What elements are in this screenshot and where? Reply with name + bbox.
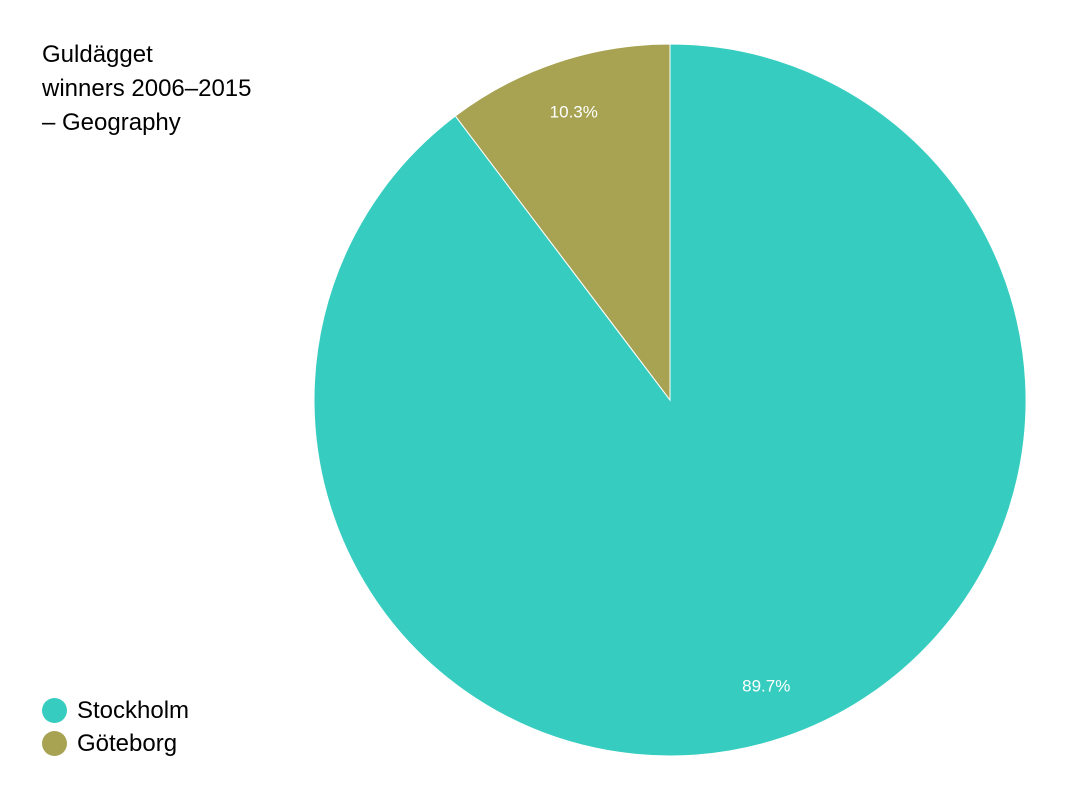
- legend-item-goteborg[interactable]: Göteborg: [42, 727, 189, 760]
- pie-slice-g-teborg[interactable]: [454, 43, 671, 402]
- chart-title: Guldägget winners 2006–2015 – Geography: [42, 38, 302, 140]
- chart-legend: Stockholm Göteborg: [42, 694, 189, 760]
- pie-label-g-teborg: 10.3%: [550, 103, 598, 122]
- chart-title-line-1: Guldägget: [42, 41, 153, 68]
- chart-title-line-3: – Geography: [42, 109, 181, 136]
- legend-label-goteborg: Göteborg: [77, 729, 178, 757]
- legend-label-stockholm: Stockholm: [77, 696, 190, 724]
- pie-label-stockholm: 89.7%: [742, 676, 790, 695]
- legend-item-stockholm[interactable]: Stockholm: [42, 694, 189, 727]
- legend-swatch-stockholm: [42, 698, 67, 723]
- chart-title-line-2: winners 2006–2015: [42, 75, 252, 102]
- legend-swatch-goteborg: [42, 731, 67, 756]
